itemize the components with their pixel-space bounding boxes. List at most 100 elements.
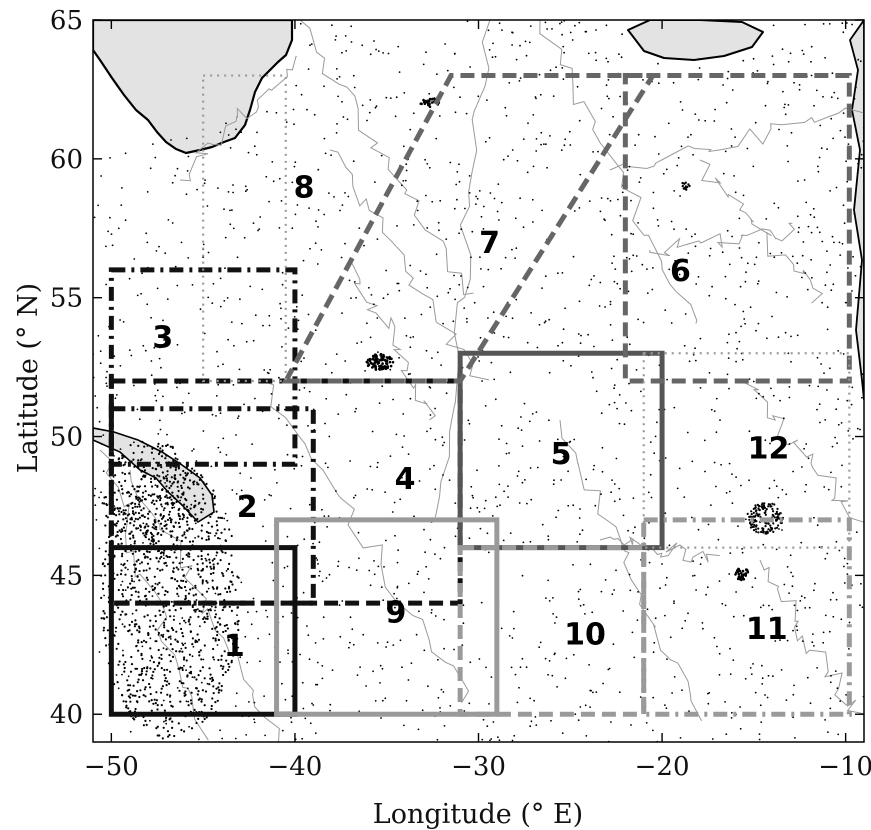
obs-dot [219,593,222,596]
obs-dot [174,174,177,177]
obs-dot [757,513,760,516]
obs-dot [344,35,347,37]
obs-dot [681,689,683,692]
obs-dot [240,489,243,492]
obs-dot [425,194,427,197]
obs-dot [136,485,139,488]
obs-dot [741,569,745,573]
obs-dot [227,134,230,136]
obs-dot [380,366,383,369]
obs-dot [799,600,802,602]
obs-dot [205,579,208,583]
obs-dot [752,511,755,514]
obs-dot [223,208,225,211]
obs-dot [489,192,492,194]
obs-dot [190,727,194,730]
obs-dot [831,72,834,75]
obs-dot [138,673,141,677]
obs-dot [201,720,204,723]
obs-dot [307,634,310,637]
obs-dot [190,691,193,694]
obs-dot [241,498,244,501]
obs-dot [804,490,806,493]
obs-dot [163,507,166,510]
obs-dot [113,577,116,580]
obs-dot [557,272,559,275]
obs-dot [191,527,194,531]
obs-dot [205,530,208,534]
obs-dot [817,170,820,173]
obs-dot [147,632,150,635]
obs-dot [811,276,813,279]
obs-dot [713,410,716,412]
obs-dot [328,192,330,195]
obs-dot [751,586,754,588]
obs-dot [133,542,136,545]
obs-dot [99,362,102,365]
obs-dot [705,593,707,596]
obs-dot [100,175,102,177]
obs-dot [455,183,458,186]
obs-dot [200,507,203,510]
obs-dot [205,565,208,568]
obs-dot [159,447,162,450]
obs-dot [281,346,283,348]
obs-dot [810,231,813,234]
obs-dot [232,384,235,386]
obs-dot [203,621,206,624]
obs-dot [609,200,612,202]
obs-dot [155,461,158,464]
obs-dot [379,682,381,684]
obs-dot [552,613,554,615]
obs-dot [536,346,539,349]
obs-dot [444,43,446,45]
obs-dot [271,161,274,163]
obs-dot [169,643,172,646]
obs-dot [150,655,153,657]
obs-dot [149,686,152,689]
obs-dot [511,317,514,320]
obs-dot [337,413,340,415]
obs-dot [488,49,491,51]
obs-dot [103,594,105,597]
obs-dot [215,510,218,513]
region-box [202,74,287,383]
obs-dot [162,554,165,556]
obs-dot [757,527,760,530]
obs-dot [140,458,143,461]
obs-dot [782,417,785,420]
obs-dot [173,506,176,509]
obs-dot [454,535,457,538]
obs-dot [535,411,538,413]
obs-dot [476,506,479,509]
obs-dot [268,633,271,636]
obs-dot [188,725,191,728]
obs-dot [666,378,668,381]
obs-dot [188,552,191,556]
obs-dot [642,321,645,324]
obs-dot [201,508,205,511]
obs-dot [579,706,582,708]
obs-dot [146,303,149,306]
obs-dot [472,496,474,499]
obs-dot [628,258,631,260]
obs-dot [772,522,775,525]
obs-dot [159,428,162,431]
obs-dot [738,575,741,578]
obs-dot [350,297,352,299]
obs-dot [190,472,193,474]
obs-dot [742,614,745,617]
obs-dot [155,507,158,510]
obs-dot [377,361,381,365]
obs-dot [679,737,682,739]
obs-dot [530,720,533,723]
obs-dot [344,192,346,194]
obs-dot [764,525,767,528]
obs-dot [361,44,364,47]
obs-dot [859,428,861,431]
obs-dot [788,396,791,399]
obs-dot [690,133,692,136]
obs-dot [682,187,685,190]
obs-dot [164,482,167,484]
obs-dot [197,674,200,677]
